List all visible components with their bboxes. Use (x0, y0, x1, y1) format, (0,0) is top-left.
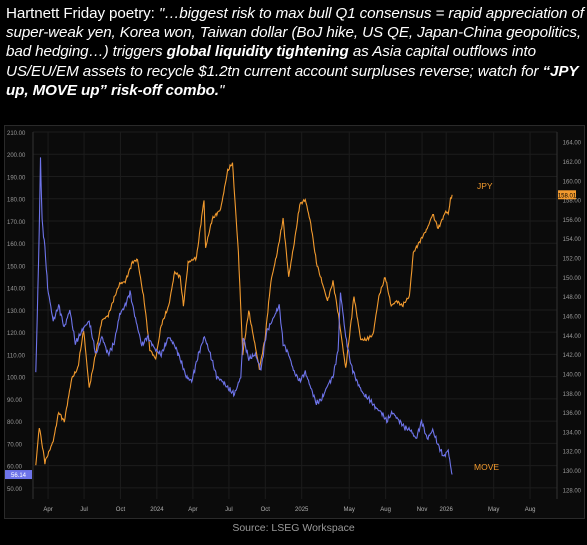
jpy-last-value-tag (558, 190, 576, 200)
right-tick-label: 146.00 (563, 315, 582, 321)
right-tick-label: 132.00 (563, 450, 582, 456)
x-tick-label: 2026 (440, 507, 454, 513)
left-tick-label: 130.00 (7, 309, 26, 315)
series-line-move (35, 157, 453, 475)
right-tick-label: 142.00 (563, 353, 582, 359)
x-tick-label: May (488, 507, 499, 513)
right-tick-label: 140.00 (563, 372, 582, 378)
left-tick-label: 50.00 (7, 487, 23, 493)
right-tick-label: 156.00 (563, 218, 582, 224)
jpy-series-label: JPY (477, 181, 493, 191)
left-tick-label: 150.00 (7, 264, 26, 270)
move-last-value-tag (5, 470, 32, 480)
right-tick-label: 164.00 (563, 141, 582, 147)
right-tick-label: 130.00 (563, 469, 582, 475)
headline-lead: Hartnett Friday poetry: (6, 5, 159, 22)
plot-background (5, 126, 584, 518)
left-tick-label: 190.00 (7, 175, 26, 181)
right-tick-label: 158.00 (563, 199, 582, 205)
left-tick-label: 100.00 (7, 376, 26, 382)
left-tick-label: 110.00 (7, 353, 26, 359)
right-tick-label: 162.00 (563, 160, 582, 166)
move-series-label: MOVE (474, 462, 499, 472)
left-tick-label: 210.00 (7, 131, 26, 137)
headline-bold-2: “JPY up, MOVE up” risk-off combo. (6, 62, 579, 99)
x-tick-label: Oct (116, 507, 126, 513)
x-tick-label: Aug (380, 507, 391, 513)
right-tick-label: 134.00 (563, 430, 582, 436)
left-tick-label: 200.00 (7, 153, 26, 159)
right-tick-label: 150.00 (563, 276, 582, 282)
right-tick-label: 154.00 (563, 237, 582, 243)
source-caption: Source: LSEG Workspace (232, 522, 355, 534)
line-chart: 50.00 60.00 70.00 80.00 90.00 100.00 110.00 120… (5, 126, 584, 518)
x-tick-label: May (344, 507, 355, 513)
headline-quote-text-2: as Asia capital outflows into US/EU/EM a… (6, 43, 543, 80)
left-tick-label: 120.00 (7, 331, 26, 337)
x-tick-label: Apr (43, 507, 52, 513)
left-tick-label: 170.00 (7, 220, 26, 226)
x-tick-label: 2024 (150, 507, 164, 513)
left-tick-label: 160.00 (7, 242, 26, 248)
left-tick-label: 180.00 (7, 198, 26, 204)
headline-bold-1: global liquidity tightening (166, 43, 349, 61)
jpy-last-value-label: 158.01 (558, 193, 577, 199)
left-tick-label: 70.00 (7, 442, 23, 448)
x-tick-label: Jul (225, 507, 233, 513)
left-tick-label: 60.00 (7, 465, 23, 471)
x-tick-label: Jul (80, 507, 88, 513)
x-tick-label: Apr (188, 507, 197, 513)
move-last-value-label: 56.14 (11, 473, 27, 479)
x-tick-label: 2025 (295, 507, 309, 513)
left-tick-label: 90.00 (7, 398, 23, 404)
right-tick-label: 136.00 (563, 411, 582, 417)
right-tick-label: 128.00 (563, 488, 582, 494)
headline-quote-text-1: "…biggest risk to max bull Q1 consensus … (6, 5, 584, 61)
right-tick-label: 138.00 (563, 392, 582, 398)
x-tick-label: Oct (261, 507, 271, 513)
right-tick-label: 160.00 (563, 179, 582, 185)
left-tick-label: 140.00 (7, 287, 26, 293)
right-tick-label: 152.00 (563, 257, 582, 263)
right-tick-label: 148.00 (563, 295, 582, 301)
headline-quote: Hartnett Friday poetry: "…biggest risk t… (6, 4, 584, 100)
x-tick-label: Aug (525, 507, 536, 513)
headline-quote-close: " (218, 81, 225, 99)
left-tick-label: 80.00 (7, 420, 23, 426)
x-tick-label: Nov (417, 507, 428, 513)
series-line-jpy (35, 162, 453, 466)
right-tick-label: 144.00 (563, 334, 582, 340)
chart-panel: 50.00 60.00 70.00 80.00 90.00 100.00 110.00 120… (4, 125, 585, 519)
